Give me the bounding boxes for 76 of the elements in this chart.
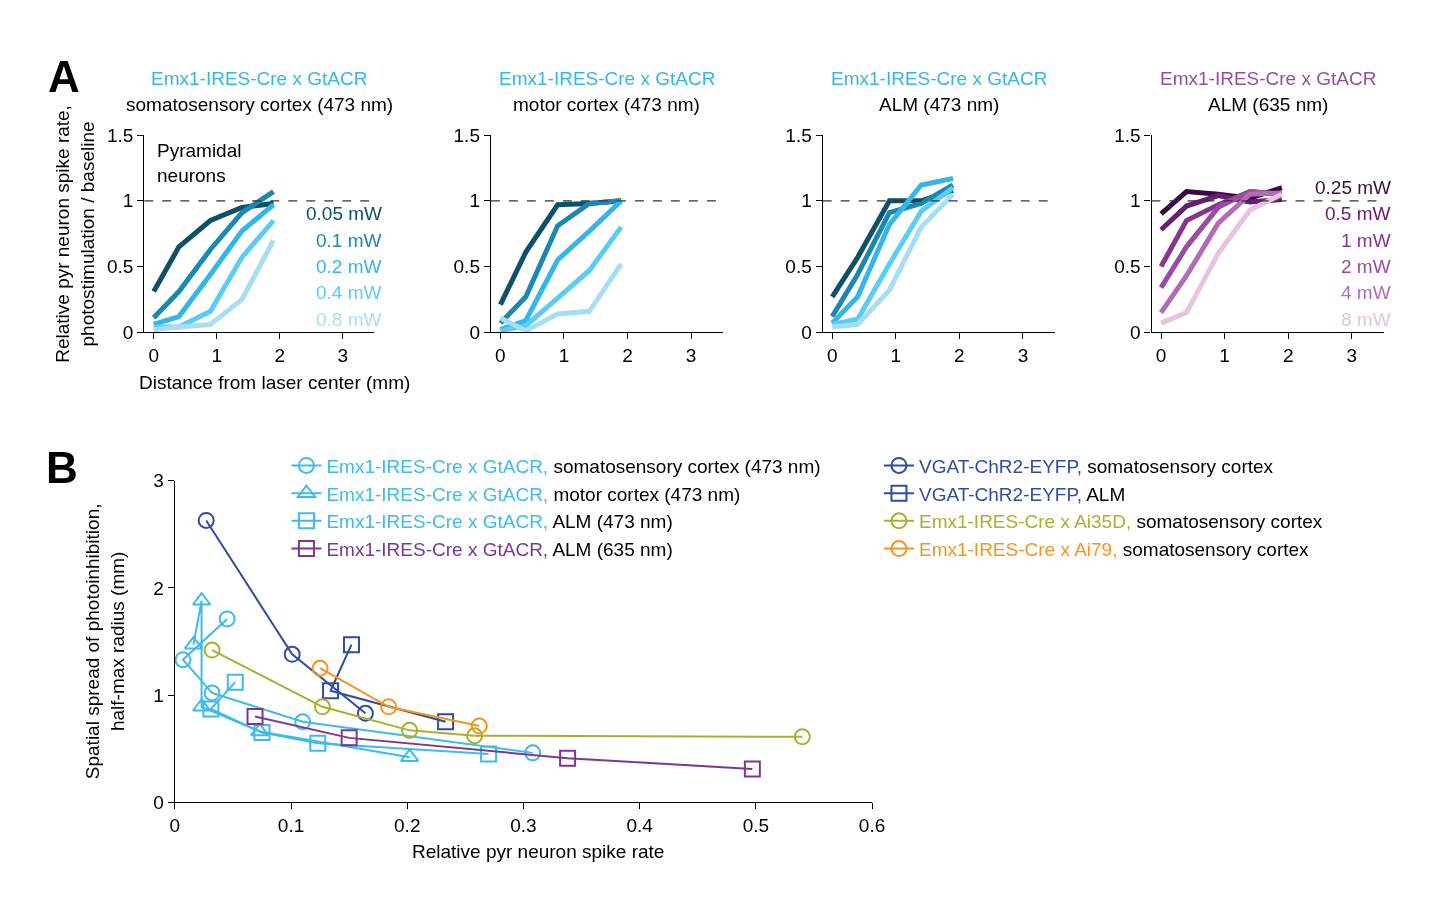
y-tick-label: 0.5	[453, 256, 480, 278]
x-tick-label: 3	[685, 345, 697, 367]
legend-label: Emx1-IRES-Cre x GtACR, ALM (635 nm)	[326, 538, 673, 560]
chart-subtitle: motor cortex (473 nm)	[513, 94, 700, 115]
text: 4 mW	[1341, 282, 1391, 303]
y-tick-label: 1	[469, 190, 480, 212]
x-tick-label: 0.4	[626, 815, 654, 837]
y-tick-label: 1.5	[453, 124, 480, 146]
x-tick-label: 2	[274, 345, 286, 367]
x-tick-label: 1	[211, 345, 223, 367]
y-tick-label: 0	[153, 791, 164, 813]
chart-subtitle: ALM (635 nm)	[1208, 94, 1329, 115]
x-tick-label: 0.6	[858, 815, 886, 837]
y-axis-title: Spatial spread of photoinhibition, half-max radius (mm)	[82, 503, 128, 780]
x-axis-title: Relative pyr neuron spike rate	[412, 841, 665, 862]
x-tick-label: 2	[954, 345, 965, 367]
y-tick-label: 1	[801, 190, 812, 212]
y-tick-label: 0.5	[785, 256, 812, 278]
y-tick-label: 0	[801, 321, 812, 343]
series-label: 0.05 mW	[306, 203, 383, 224]
y-tick-label: 0	[1130, 321, 1141, 343]
legend-label: Emx1-IRES-Cre x GtACR, motor cortex (473 nm)	[326, 483, 741, 505]
y-tick-label: 3	[153, 470, 164, 492]
x-tick-label: 1	[558, 345, 570, 367]
chart-subtitle: ALM (473 nm)	[879, 94, 1000, 115]
text: A	[48, 52, 80, 101]
y-tick-label: 1.5	[106, 124, 134, 146]
x-tick-label: 2	[1282, 345, 1294, 367]
text: 2 mW	[1341, 256, 1391, 277]
y-tick-label: 2	[153, 577, 164, 599]
y-tick-label: 0.5	[106, 256, 134, 278]
y-tick-label: 1	[1130, 190, 1141, 212]
chart-subtitle: somatosensory cortex (473 nm)	[126, 94, 394, 115]
x-tick-label: 0.2	[394, 815, 421, 837]
x-tick-label: 0.3	[510, 815, 537, 837]
x-tick-label: 3	[1017, 345, 1029, 367]
chart-title: Emx1-IRES-Cre x GtACR	[831, 68, 1048, 89]
legend-label: Emx1-IRES-Cre x GtACR, ALM (473 nm)	[326, 511, 673, 533]
x-tick-label: 0	[495, 345, 506, 367]
text: 1 mW	[1341, 230, 1391, 251]
legend-label: Emx1-IRES-Cre x Ai79, somatosensory cortex	[918, 538, 1310, 560]
annotation: Pyramidal neurons	[157, 140, 242, 186]
chart-title: Emx1-IRES-Cre x GtACR	[499, 68, 716, 89]
text: 8 mW	[1341, 309, 1391, 330]
x-tick-label: 0	[826, 345, 838, 367]
x-axis-title: Distance from laser center (mm)	[139, 372, 411, 393]
x-tick-label: 1	[1219, 345, 1230, 367]
x-tick-label: 0.5	[742, 815, 770, 837]
x-tick-label: 0	[1155, 345, 1167, 367]
legend-label: Emx1-IRES-Cre x GtACR, somatosensory cortex (473 nm)	[326, 455, 821, 477]
text: 0.4 mW	[316, 282, 382, 303]
text: 0.1 mW	[316, 230, 382, 251]
x-tick-label: 2	[622, 345, 633, 367]
text: B	[46, 443, 78, 492]
y-tick-label: 1	[122, 190, 134, 212]
x-tick-label: 3	[337, 345, 349, 367]
chart-title: Emx1-IRES-Cre x GtACR	[151, 68, 368, 89]
text: 0.2 mW	[316, 256, 382, 277]
y-axis-title: Relative pyr neuron spike rate, photostimulation / baseline	[52, 105, 99, 363]
series-label: 0.25 mW	[1315, 177, 1392, 198]
x-tick-label: 0	[169, 815, 181, 837]
y-tick-label: 0	[122, 321, 134, 343]
chart-title: Emx1-IRES-Cre x GtACR	[1160, 68, 1377, 89]
legend-label: Emx1-IRES-Cre x Ai35D, somatosensory cortex	[918, 511, 1323, 533]
y-tick-label: 1.5	[785, 124, 812, 146]
y-tick-label: 0	[469, 321, 480, 343]
text: 0.5 mW	[1325, 203, 1391, 224]
y-tick-label: 0.5	[1114, 256, 1141, 278]
x-tick-label: 0.1	[277, 815, 305, 837]
y-tick-label: 1.5	[1114, 124, 1141, 146]
legend-label: VGAT-ChR2-EYFP, ALM	[918, 483, 1126, 505]
x-tick-label: 1	[890, 345, 902, 367]
legend-label: VGAT-ChR2-EYFP, somatosensory cortex	[918, 455, 1274, 477]
y-tick-label: 1	[153, 684, 164, 706]
x-tick-label: 3	[1346, 345, 1358, 367]
text: 0.8 mW	[316, 309, 382, 330]
